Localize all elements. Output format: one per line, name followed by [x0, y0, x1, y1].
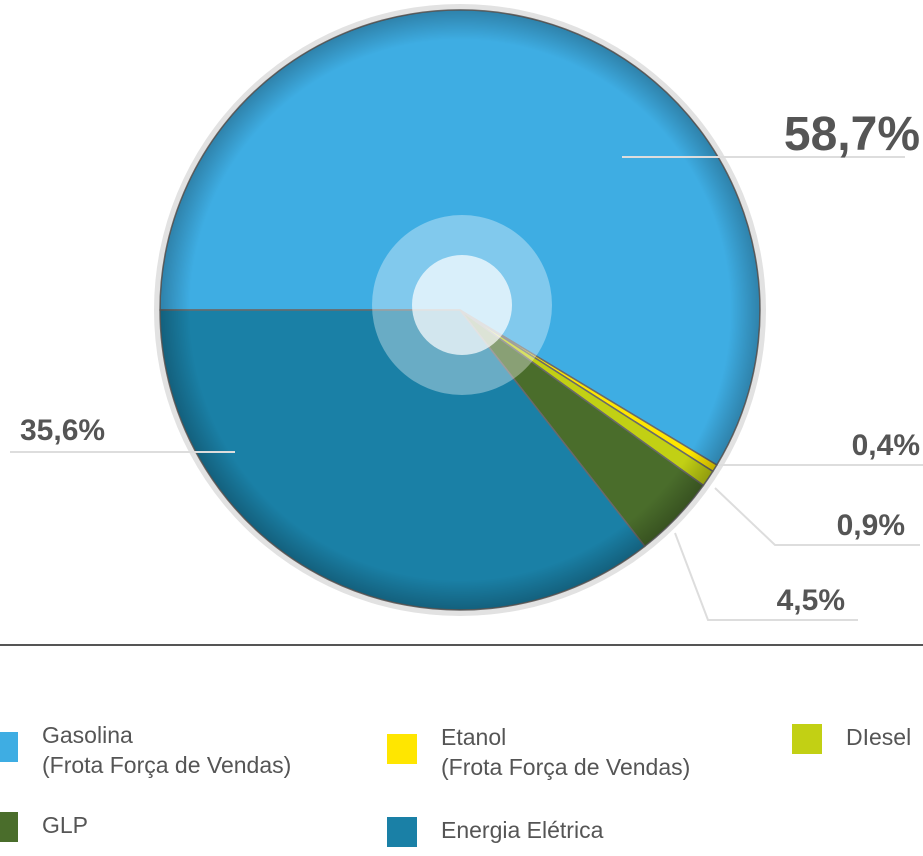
legend-item: GLP [0, 810, 88, 842]
value-label: 4,5% [777, 584, 845, 617]
legend-swatch [387, 734, 417, 764]
leader-line [674, 532, 858, 621]
leader-lines [10, 156, 923, 621]
legend-swatch [0, 732, 18, 762]
legend-label: GLP [42, 812, 89, 838]
value-label: 0,4% [852, 429, 920, 462]
legend-item: DIesel [792, 722, 911, 754]
value-label: 35,6% [20, 414, 105, 447]
legend-item: Etanol (Frota Força de Vendas) [387, 722, 690, 782]
legend-item: Gasolina (Frota Força de Vendas) [0, 720, 291, 780]
center-dot [412, 255, 512, 355]
legend-swatch [387, 817, 417, 847]
leader-line [714, 487, 920, 546]
value-label: 58,7% [784, 108, 920, 161]
value-label: 0,9% [837, 509, 905, 542]
legend-label: DIesel [846, 724, 912, 750]
legend-label: Gasolina (Frota Força de Vendas) [42, 722, 292, 778]
legend-label: Energia Elétrica [441, 817, 604, 843]
legend-item: Energia Elétrica [387, 815, 603, 847]
legend-swatch [0, 812, 18, 842]
legend-swatch [792, 724, 822, 754]
legend-label: Etanol (Frota Força de Vendas) [441, 724, 691, 780]
